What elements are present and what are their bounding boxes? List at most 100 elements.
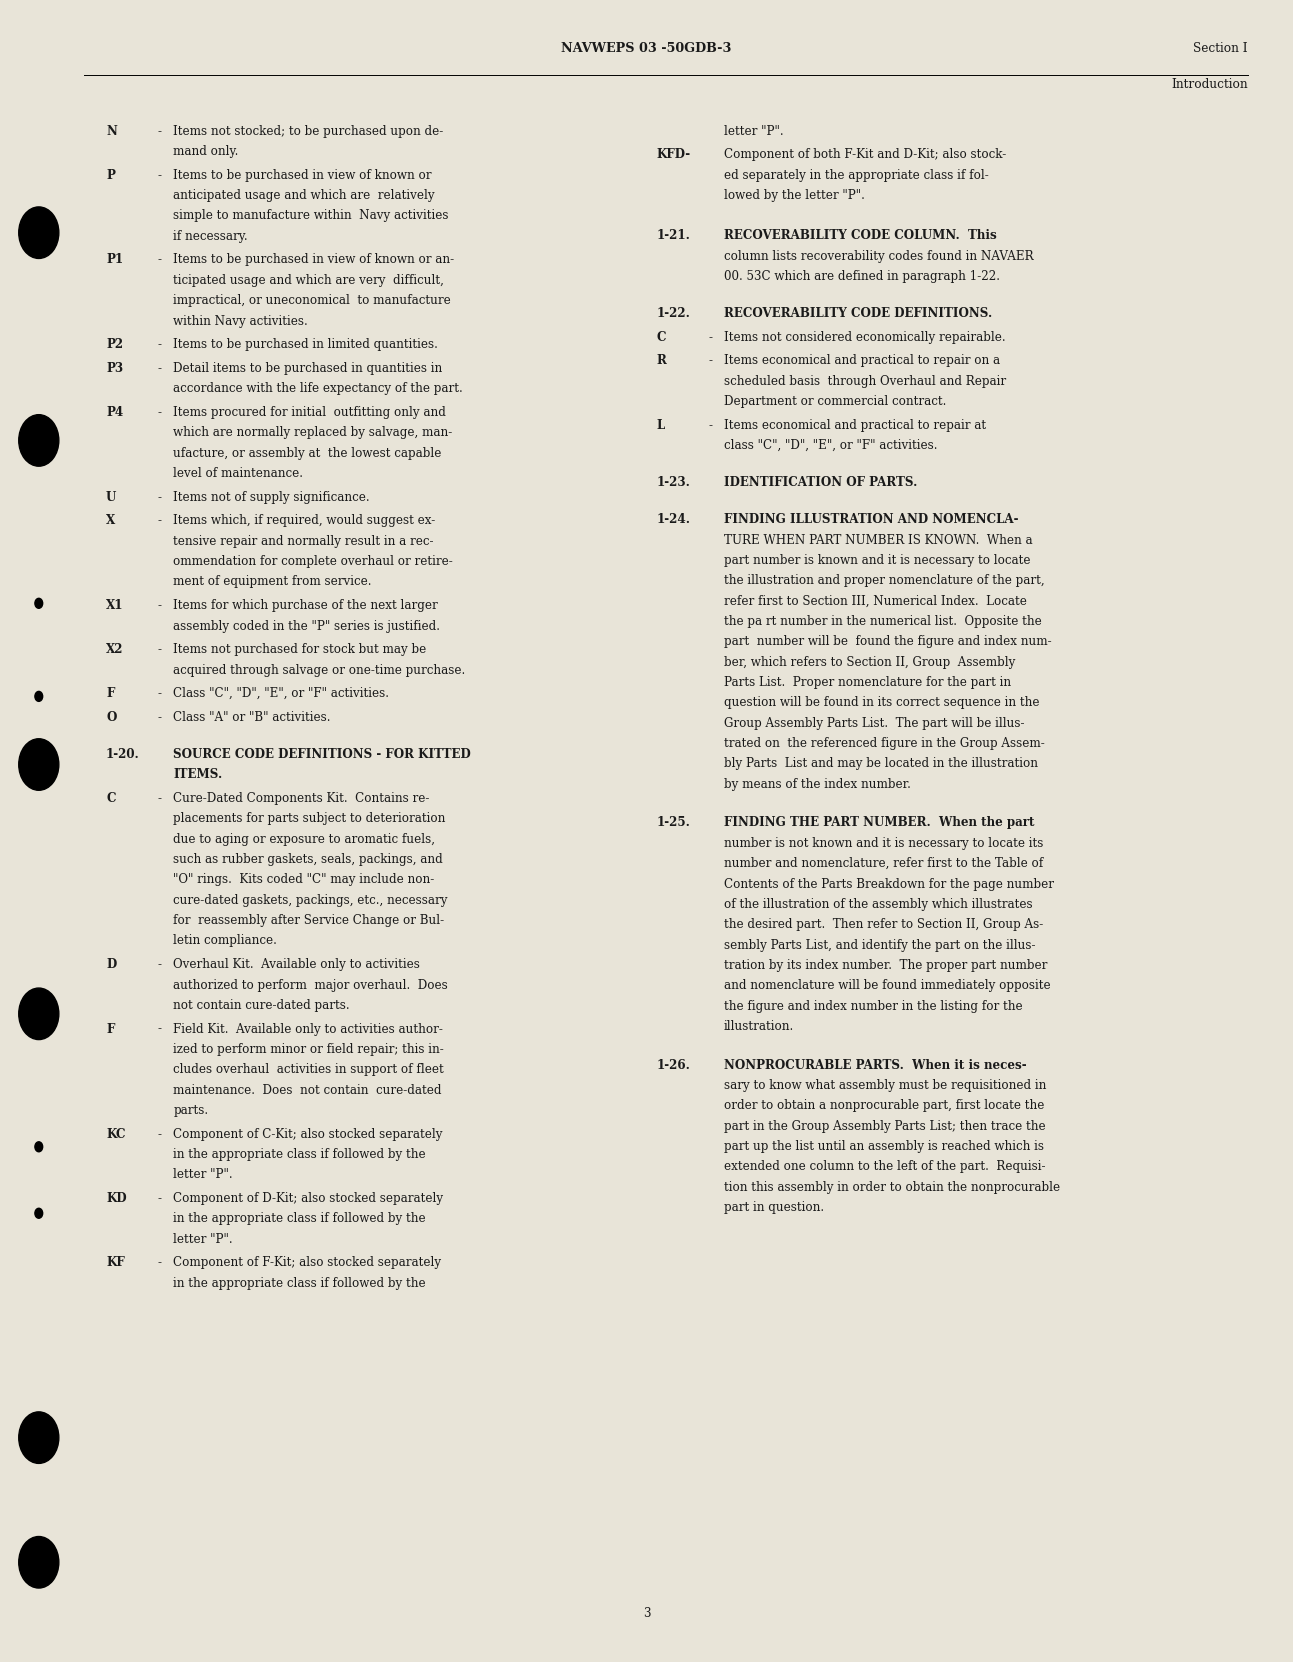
- Text: Component of both F-Kit and D-Kit; also stock-: Component of both F-Kit and D-Kit; also …: [724, 148, 1006, 161]
- Text: cludes overhaul  activities in support of fleet: cludes overhaul activities in support of…: [173, 1064, 443, 1077]
- Text: the desired part.  Then refer to Section II, Group As-: the desired part. Then refer to Section …: [724, 917, 1043, 931]
- Text: impractical, or uneconomical  to manufacture: impractical, or uneconomical to manufact…: [173, 294, 451, 307]
- Text: lowed by the letter "P".: lowed by the letter "P".: [724, 189, 865, 203]
- Text: -: -: [158, 1256, 162, 1270]
- Text: X: X: [106, 514, 115, 527]
- Text: -: -: [158, 711, 162, 725]
- Text: -: -: [158, 362, 162, 376]
- Text: U: U: [106, 490, 116, 504]
- Text: 1-20.: 1-20.: [106, 748, 140, 761]
- Text: authorized to perform  major overhaul.  Does: authorized to perform major overhaul. Do…: [173, 979, 447, 992]
- Circle shape: [18, 208, 59, 258]
- Text: for  reassembly after Service Change or Bul-: for reassembly after Service Change or B…: [173, 914, 445, 927]
- Text: due to aging or exposure to aromatic fuels,: due to aging or exposure to aromatic fue…: [173, 833, 436, 846]
- Text: part  number will be  found the figure and index num-: part number will be found the figure and…: [724, 635, 1051, 648]
- Text: question will be found in its correct sequence in the: question will be found in its correct se…: [724, 696, 1040, 710]
- Text: Items to be purchased in view of known or an-: Items to be purchased in view of known o…: [173, 253, 454, 266]
- Text: trated on  the referenced figure in the Group Assem-: trated on the referenced figure in the G…: [724, 736, 1045, 750]
- Text: Items procured for initial  outfitting only and: Items procured for initial outfitting on…: [173, 406, 446, 419]
- Text: R: R: [657, 354, 667, 367]
- Text: -: -: [158, 514, 162, 527]
- Text: assembly coded in the "P" series is justified.: assembly coded in the "P" series is just…: [173, 620, 440, 633]
- Text: column lists recoverability codes found in NAVAER: column lists recoverability codes found …: [724, 249, 1033, 263]
- Text: Items not of supply significance.: Items not of supply significance.: [173, 490, 370, 504]
- Text: Component of D-Kit; also stocked separately: Component of D-Kit; also stocked separat…: [173, 1192, 443, 1205]
- Text: -: -: [158, 337, 162, 351]
- Text: -: -: [158, 490, 162, 504]
- Text: C: C: [657, 331, 666, 344]
- Text: Items economical and practical to repair on a: Items economical and practical to repair…: [724, 354, 1001, 367]
- Text: letter "P".: letter "P".: [724, 125, 784, 138]
- Text: NONPROCURABLE PARTS.  When it is neces-: NONPROCURABLE PARTS. When it is neces-: [724, 1059, 1027, 1072]
- Circle shape: [35, 1208, 43, 1218]
- Text: -: -: [158, 957, 162, 971]
- Text: in the appropriate class if followed by the: in the appropriate class if followed by …: [173, 1276, 425, 1290]
- Text: F: F: [106, 1022, 114, 1035]
- Text: which are normally replaced by salvage, man-: which are normally replaced by salvage, …: [173, 425, 453, 439]
- Text: -: -: [158, 168, 162, 181]
- Circle shape: [18, 416, 59, 465]
- Text: -: -: [158, 1192, 162, 1205]
- Text: sary to know what assembly must be requisitioned in: sary to know what assembly must be requi…: [724, 1079, 1046, 1092]
- Text: KD: KD: [106, 1192, 127, 1205]
- Text: -: -: [709, 331, 712, 344]
- Text: Section I: Section I: [1193, 42, 1248, 55]
- Text: Items for which purchase of the next larger: Items for which purchase of the next lar…: [173, 598, 438, 612]
- Text: ITEMS.: ITEMS.: [173, 768, 222, 781]
- Text: Items not stocked; to be purchased upon de-: Items not stocked; to be purchased upon …: [173, 125, 443, 138]
- Text: RECOVERABILITY CODE COLUMN.  This: RECOVERABILITY CODE COLUMN. This: [724, 229, 997, 243]
- Text: 1-23.: 1-23.: [657, 475, 690, 489]
- Text: and nomenclature will be found immediately opposite: and nomenclature will be found immediate…: [724, 979, 1051, 992]
- Text: P2: P2: [106, 337, 123, 351]
- Text: Items to be purchased in limited quantities.: Items to be purchased in limited quantit…: [173, 337, 438, 351]
- Text: anticipated usage and which are  relatively: anticipated usage and which are relative…: [173, 189, 434, 203]
- Text: -: -: [158, 253, 162, 266]
- Text: part up the list until an assembly is reached which is: part up the list until an assembly is re…: [724, 1140, 1043, 1153]
- Text: Class "C", "D", "E", or "F" activities.: Class "C", "D", "E", or "F" activities.: [173, 686, 389, 700]
- Text: C: C: [106, 791, 115, 804]
- Text: extended one column to the left of the part.  Requisi-: extended one column to the left of the p…: [724, 1160, 1046, 1173]
- Text: part in question.: part in question.: [724, 1202, 824, 1215]
- Text: N: N: [106, 125, 116, 138]
- Text: -: -: [709, 419, 712, 432]
- Text: X2: X2: [106, 643, 124, 656]
- Text: SOURCE CODE DEFINITIONS - FOR KITTED: SOURCE CODE DEFINITIONS - FOR KITTED: [173, 748, 471, 761]
- Text: RECOVERABILITY CODE DEFINITIONS.: RECOVERABILITY CODE DEFINITIONS.: [724, 307, 992, 321]
- Text: Items to be purchased in view of known or: Items to be purchased in view of known o…: [173, 168, 432, 181]
- Text: letter "P".: letter "P".: [173, 1168, 233, 1182]
- Text: sembly Parts List, and identify the part on the illus-: sembly Parts List, and identify the part…: [724, 939, 1036, 952]
- Text: ed separately in the appropriate class if fol-: ed separately in the appropriate class i…: [724, 168, 989, 181]
- Text: TURE WHEN PART NUMBER IS KNOWN.  When a: TURE WHEN PART NUMBER IS KNOWN. When a: [724, 534, 1033, 547]
- Text: -: -: [158, 643, 162, 656]
- Text: 1-26.: 1-26.: [657, 1059, 690, 1072]
- Text: not contain cure-dated parts.: not contain cure-dated parts.: [173, 999, 350, 1012]
- Circle shape: [18, 738, 59, 789]
- Text: 1-25.: 1-25.: [657, 816, 690, 829]
- Text: accordance with the life expectancy of the part.: accordance with the life expectancy of t…: [173, 382, 463, 396]
- Text: -: -: [158, 1127, 162, 1140]
- Text: FINDING THE PART NUMBER.  When the part: FINDING THE PART NUMBER. When the part: [724, 816, 1034, 829]
- Text: KFD-: KFD-: [657, 148, 690, 161]
- Text: order to obtain a nonprocurable part, first locate the: order to obtain a nonprocurable part, fi…: [724, 1099, 1045, 1112]
- Text: Component of C-Kit; also stocked separately: Component of C-Kit; also stocked separat…: [173, 1127, 442, 1140]
- Text: Items economical and practical to repair at: Items economical and practical to repair…: [724, 419, 987, 432]
- Text: P1: P1: [106, 253, 123, 266]
- Text: -: -: [158, 406, 162, 419]
- Text: Department or commercial contract.: Department or commercial contract.: [724, 396, 946, 409]
- Text: acquired through salvage or one-time purchase.: acquired through salvage or one-time pur…: [173, 663, 465, 676]
- Text: ber, which refers to Section II, Group  Assembly: ber, which refers to Section II, Group A…: [724, 655, 1015, 668]
- Text: -: -: [158, 125, 162, 138]
- Text: part number is known and it is necessary to locate: part number is known and it is necessary…: [724, 553, 1031, 567]
- Text: level of maintenance.: level of maintenance.: [173, 467, 304, 480]
- Text: in the appropriate class if followed by the: in the appropriate class if followed by …: [173, 1148, 425, 1162]
- Text: in the appropriate class if followed by the: in the appropriate class if followed by …: [173, 1212, 425, 1225]
- Text: -: -: [158, 598, 162, 612]
- Circle shape: [18, 987, 59, 1040]
- Text: such as rubber gaskets, seals, packings, and: such as rubber gaskets, seals, packings,…: [173, 853, 443, 866]
- Text: Items not considered economically repairable.: Items not considered economically repair…: [724, 331, 1006, 344]
- Text: the pa rt number in the numerical list.  Opposite the: the pa rt number in the numerical list. …: [724, 615, 1042, 628]
- Text: within Navy activities.: within Navy activities.: [173, 314, 308, 327]
- Text: Overhaul Kit.  Available only to activities: Overhaul Kit. Available only to activiti…: [173, 957, 420, 971]
- Text: maintenance.  Does  not contain  cure-dated: maintenance. Does not contain cure-dated: [173, 1084, 442, 1097]
- Text: "O" rings.  Kits coded "C" may include non-: "O" rings. Kits coded "C" may include no…: [173, 873, 434, 886]
